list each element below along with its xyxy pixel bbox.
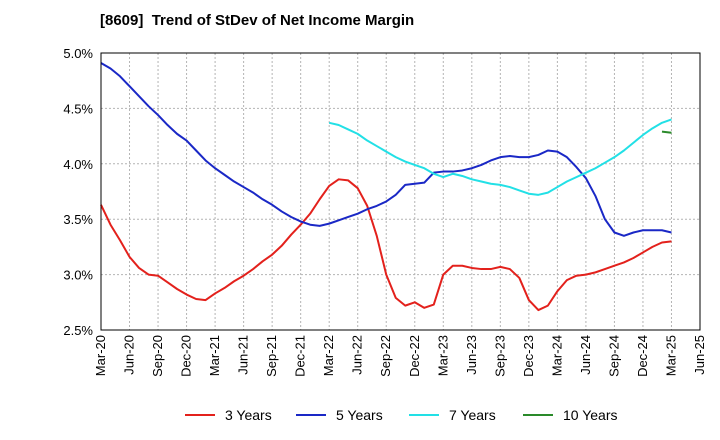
series-line-7-years (328, 118, 672, 196)
legend-swatch-10-years (523, 414, 553, 416)
y-tick-label: 3.5% (63, 212, 93, 227)
legend-item-3-years: 3 Years (185, 405, 272, 425)
legend-item-5-years: 5 Years (296, 405, 383, 425)
x-tick-label: Dec-24 (635, 335, 650, 377)
y-tick-label: 5.0% (63, 46, 93, 61)
legend-label-5-years: 5 Years (336, 407, 383, 423)
x-tick-label: Dec-20 (179, 335, 194, 377)
series-line-10-years (661, 130, 672, 134)
series-line-5-years (100, 62, 672, 237)
x-tick-label: Jun-25 (692, 335, 707, 375)
x-tick-label: Jun-23 (464, 335, 479, 375)
x-tick-label: Jun-20 (122, 335, 137, 375)
legend-swatch-7-years (409, 414, 439, 416)
legend-label-10-years: 10 Years (563, 407, 618, 423)
chart-title: [8609] Trend of StDev of Net Income Marg… (100, 12, 415, 29)
x-tick-label: Mar-20 (93, 335, 108, 376)
plot-area-border (100, 52, 701, 331)
x-tick-label: Dec-21 (293, 335, 308, 377)
grid-lines (100, 52, 701, 331)
x-axis-ticks: Mar-20 Jun-20 Sep-20 Dec-20 Mar-21 Jun-21 Sep-… (93, 335, 707, 377)
x-tick-label: Sep-21 (264, 335, 279, 377)
x-tick-label: Dec-22 (407, 335, 422, 377)
y-tick-label: 3.0% (63, 268, 93, 283)
x-tick-label: Mar-21 (207, 335, 222, 376)
legend-item-10-years: 10 Years (523, 405, 618, 425)
legend-label-7-years: 7 Years (449, 407, 496, 423)
x-tick-label: Sep-24 (606, 335, 621, 377)
x-tick-label: Sep-20 (150, 335, 165, 377)
x-tick-label: Jun-22 (350, 335, 365, 375)
y-tick-label: 4.0% (63, 157, 93, 172)
x-tick-label: Mar-24 (549, 335, 564, 376)
x-tick-label: Dec-23 (521, 335, 536, 377)
x-tick-label: Sep-23 (492, 335, 507, 377)
series-line-3-years (100, 178, 672, 312)
y-tick-label: 2.5% (63, 323, 93, 338)
legend: 3 Years 5 Years 7 Years 10 Years (0, 405, 720, 425)
y-axis-ticks: 2.5% 3.0% 3.5% 4.0% 4.5% 5.0% (63, 46, 93, 338)
legend-swatch-3-years (185, 414, 215, 416)
y-tick-label: 4.5% (63, 101, 93, 116)
x-tick-label: Sep-22 (378, 335, 393, 377)
legend-swatch-5-years (296, 414, 326, 416)
x-tick-label: Jun-24 (578, 335, 593, 375)
legend-item-7-years: 7 Years (409, 405, 496, 425)
x-tick-label: Mar-22 (321, 335, 336, 376)
series-lines (100, 62, 672, 312)
x-tick-label: Jun-21 (236, 335, 251, 375)
x-tick-label: Mar-23 (435, 335, 450, 376)
x-tick-label: Mar-25 (663, 335, 678, 376)
legend-label-3-years: 3 Years (225, 407, 272, 423)
